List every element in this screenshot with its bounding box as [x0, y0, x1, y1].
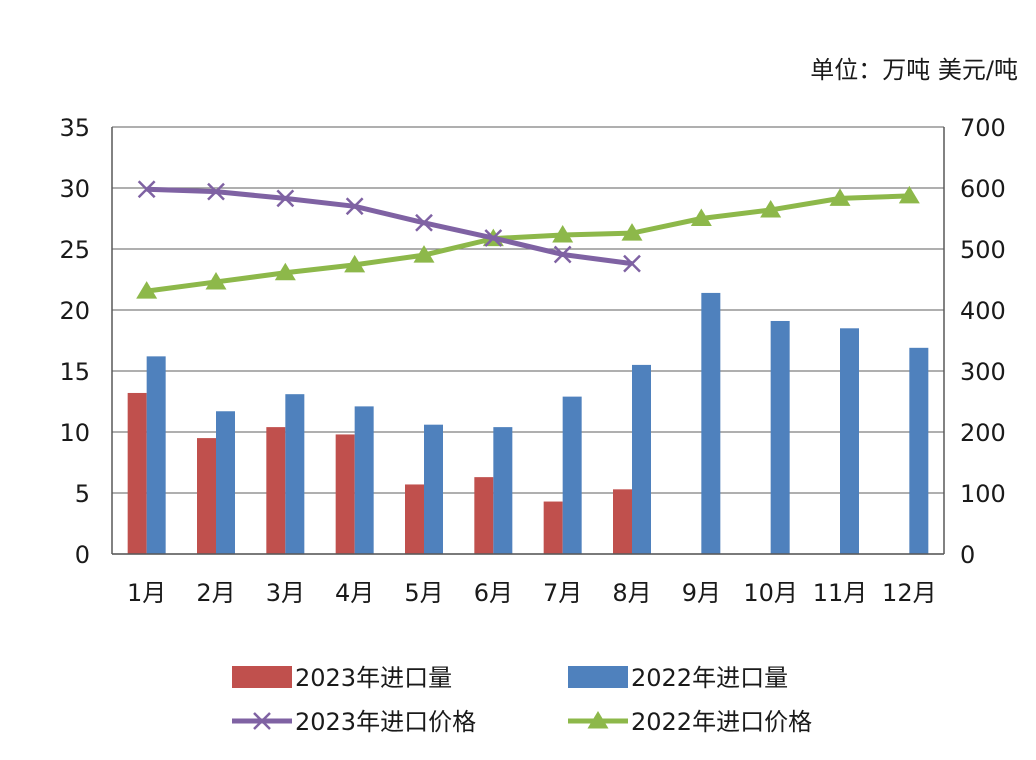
bar: [354, 406, 374, 554]
x-tick-label: 7月: [543, 579, 582, 607]
legend-item: 2022年进口量: [568, 664, 788, 692]
legend-label: 2022年进口量: [631, 664, 788, 692]
x-tick-label: 6月: [474, 579, 513, 607]
line-marker: [623, 254, 641, 273]
bar: [493, 427, 513, 554]
x-tick-label: 4月: [335, 579, 374, 607]
y-right-tick-label: 500: [960, 236, 1006, 264]
y-left-tick-label: 25: [59, 236, 90, 264]
axes: 0 5 10 15 20 25 30 35 0 100 200 300 400 500 600 700 1月 2月…: [59, 114, 1005, 607]
x-tick-label: 2月: [196, 579, 235, 607]
y-left-tick-label: 15: [59, 358, 90, 386]
x-tick-label: 9月: [682, 579, 721, 607]
legend: 2023年进口量 2022年进口量 2023年进口价格 2022年进口价格: [232, 664, 812, 736]
line-marker: [484, 229, 503, 247]
legend-swatch: [568, 666, 628, 688]
line-marker: [690, 208, 712, 226]
line-marker: [276, 189, 295, 208]
series-line: [146, 193, 910, 294]
line-marker: [207, 182, 225, 201]
y-right-tick-label: 700: [960, 114, 1006, 142]
y-right-tick-label: 400: [960, 297, 1006, 325]
y-left-tick-label: 5: [75, 480, 90, 508]
line-marker: [136, 281, 158, 299]
marker-stroke: [623, 254, 641, 273]
legend-item: 2023年进口量: [232, 664, 452, 692]
line-marker: [829, 188, 851, 206]
legend-label: 2022年进口价格: [631, 708, 812, 736]
bar: [405, 484, 424, 554]
line-marker: [344, 254, 366, 273]
line-marker: [253, 712, 271, 730]
marker-stroke: [253, 712, 271, 730]
marker-stroke: [553, 245, 572, 264]
y-left-tick-label: 0: [75, 541, 90, 569]
gridlines: [112, 126, 944, 555]
x-tick-label: 12月: [882, 579, 937, 607]
bars: [127, 292, 929, 554]
marker-stroke: [484, 229, 503, 247]
y-left-tick-label: 35: [59, 114, 90, 142]
series-line: [146, 186, 633, 267]
line-marker: [415, 213, 433, 232]
line-marker: [205, 271, 227, 290]
bar: [127, 392, 147, 554]
y-right-tick-label: 200: [960, 419, 1006, 447]
line-marker: [898, 185, 920, 204]
bar: [562, 396, 582, 554]
legend-label: 2023年进口量: [295, 664, 452, 692]
line-marker: [760, 199, 782, 218]
marker-stroke: [207, 182, 225, 201]
legend-swatch: [232, 666, 292, 688]
marker-stroke: [345, 197, 364, 216]
bar: [285, 394, 305, 554]
line-marker: [413, 245, 435, 263]
y-right-tick-label: 600: [960, 175, 1006, 203]
bar: [909, 347, 929, 554]
line-marker: [621, 223, 643, 241]
y-left-tick-label: 10: [59, 419, 90, 447]
bar: [632, 364, 651, 554]
x-tick-label: 5月: [404, 579, 443, 607]
line-marker: [274, 262, 296, 281]
legend-item: 2022年进口价格: [568, 708, 812, 736]
bar: [543, 501, 563, 554]
y-left-tick-label: 20: [59, 297, 90, 325]
marker-stroke: [137, 180, 156, 199]
line-marker: [552, 224, 574, 243]
bar: [266, 427, 286, 554]
bar: [197, 438, 216, 554]
unit-label: 单位：万吨 美元/吨: [810, 56, 1018, 84]
bar: [770, 320, 790, 554]
price-lines: [136, 180, 920, 299]
bar: [146, 356, 166, 554]
legend-label: 2023年进口价格: [295, 708, 476, 736]
bar: [335, 434, 355, 554]
bar: [216, 411, 235, 554]
x-tick-label: 11月: [813, 579, 868, 607]
y-right-tick-label: 100: [960, 480, 1006, 508]
line-marker: [587, 711, 609, 729]
bar: [840, 328, 859, 554]
x-tick-label: 10月: [743, 579, 798, 607]
line-marker: [137, 180, 156, 199]
x-tick-label: 3月: [266, 579, 305, 607]
x-tick-label: 8月: [612, 579, 651, 607]
marker-stroke: [276, 189, 295, 208]
y-right-tick-label: 0: [960, 541, 975, 569]
bar: [424, 424, 443, 554]
x-tick-label: 1月: [127, 579, 166, 607]
legend-item: 2023年进口价格: [232, 708, 476, 736]
line-marker: [553, 245, 572, 264]
line-marker: [345, 197, 364, 216]
marker-stroke: [415, 213, 433, 232]
bar: [613, 489, 632, 554]
y-right-tick-label: 300: [960, 358, 1006, 386]
bar: [474, 477, 494, 554]
bar: [701, 292, 721, 554]
y-left-tick-label: 30: [59, 175, 90, 203]
